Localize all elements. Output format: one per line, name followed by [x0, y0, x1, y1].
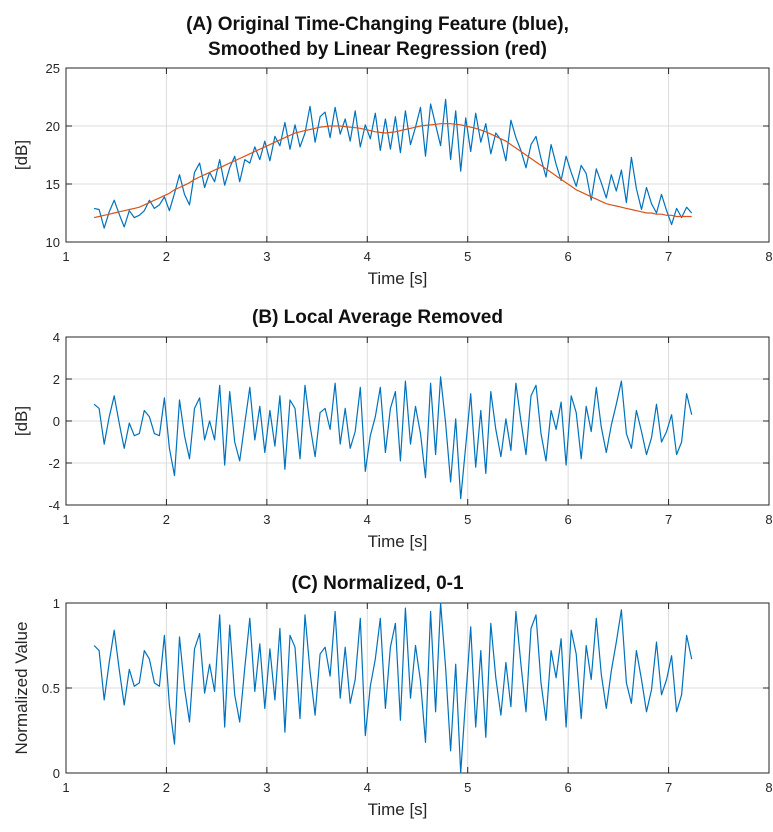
chart-panel-0: 1 2 3 4 5 6 7 8 10 15 20 25 (A) Original Time-Changi…	[12, 14, 773, 288]
chart-title: (A) Original Time-Changing Feature (blue…	[186, 14, 569, 35]
x-tick-label: 5	[464, 249, 471, 264]
y-tick-label: -2	[48, 456, 60, 471]
x-tick-label: 6	[565, 512, 572, 527]
x-tick-label: 2	[163, 512, 170, 527]
series-line-0	[93, 98, 693, 229]
x-tick-label: 7	[665, 512, 672, 527]
x-tick-label: 1	[62, 249, 69, 264]
x-tick-label: 7	[665, 249, 672, 264]
y-tick-label: 4	[53, 330, 60, 345]
chart-panel-2: 1 2 3 4 5 6 7 8 0 0.5 1 (C) Normalized, 0-1 Time [s]…	[12, 573, 773, 819]
y-tick-label: 20	[46, 119, 60, 134]
y-axis-label: [dB]	[12, 406, 31, 436]
x-tick-label: 3	[263, 512, 270, 527]
x-tick-label: 3	[263, 249, 270, 264]
chart-title: (C) Normalized, 0-1	[291, 573, 464, 594]
y-tick-label: 25	[46, 61, 60, 76]
x-tick-label: 8	[765, 249, 772, 264]
y-tick-label: 0	[53, 766, 60, 781]
x-tick-label: 1	[62, 780, 69, 795]
y-axis-label: [dB]	[12, 140, 31, 170]
y-tick-label: 15	[46, 177, 60, 192]
x-tick-label: 7	[665, 780, 672, 795]
y-tick-label: 0	[53, 414, 60, 429]
x-tick-label: 4	[364, 780, 371, 795]
x-tick-label: 3	[263, 780, 270, 795]
y-tick-label: 0.5	[42, 681, 60, 696]
x-tick-label: 8	[765, 512, 772, 527]
chart-title: (B) Local Average Removed	[252, 307, 503, 328]
y-axis-label: Normalized Value	[12, 622, 31, 755]
x-tick-label: 6	[565, 249, 572, 264]
y-tick-label: 10	[46, 235, 60, 250]
chart-title: Smoothed by Linear Regression (red)	[208, 39, 547, 60]
series-line-0	[93, 602, 693, 774]
y-tick-label: -4	[48, 498, 60, 513]
x-axis-label: Time [s]	[368, 800, 428, 819]
series-line-1	[93, 123, 692, 219]
x-tick-label: 5	[464, 780, 471, 795]
y-tick-label: 1	[53, 596, 60, 611]
x-tick-label: 2	[163, 249, 170, 264]
series-line-0	[93, 376, 693, 500]
x-tick-label: 4	[364, 512, 371, 527]
x-tick-label: 4	[364, 249, 371, 264]
axes-box	[65, 67, 770, 243]
x-tick-label: 8	[765, 780, 772, 795]
x-tick-label: 1	[62, 512, 69, 527]
x-tick-label: 6	[565, 780, 572, 795]
chart-panel-1: 1 2 3 4 5 6 7 8 -4 -2 0 2 4 (B) Local Average Removed…	[12, 307, 773, 551]
x-axis-label: Time [s]	[368, 532, 428, 551]
y-tick-label: 2	[53, 372, 60, 387]
x-tick-label: 2	[163, 780, 170, 795]
x-tick-label: 5	[464, 512, 471, 527]
x-axis-label: Time [s]	[368, 269, 428, 288]
